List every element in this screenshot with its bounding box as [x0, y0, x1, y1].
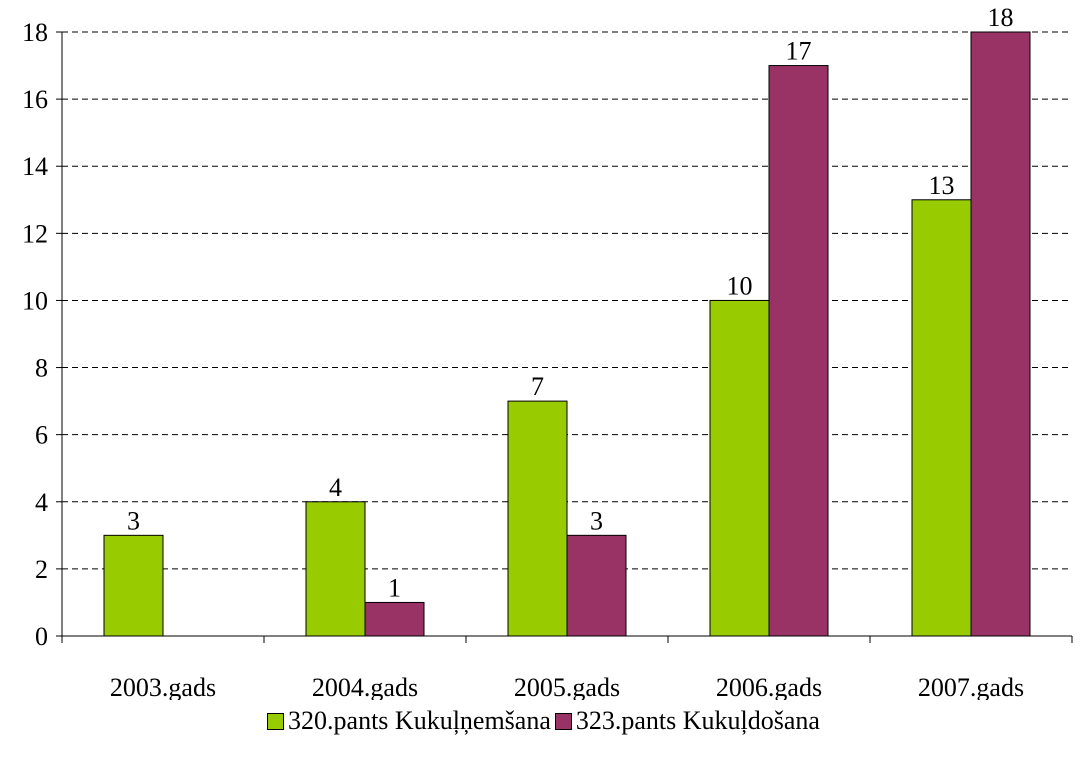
bar-series-2	[768, 65, 829, 637]
bars	[103, 31, 1031, 637]
x-tick-label: 2006.gads	[716, 673, 822, 700]
legend-item-series-2: 323.pants Kukuļdošana	[554, 706, 820, 736]
y-tick-label: 4	[35, 488, 48, 517]
bar-series-1	[709, 299, 770, 637]
x-tick-label: 2004.gads	[312, 673, 418, 700]
bar-series-2	[970, 31, 1031, 637]
legend: 320.pants Kukuļņemšana 323.pants Kukuļdo…	[0, 706, 1087, 736]
x-tick-label: 2005.gads	[514, 673, 620, 700]
data-label: 3	[590, 506, 603, 535]
x-tick-label: 2003.gads	[110, 673, 216, 700]
bar-series-1	[305, 501, 366, 637]
data-label: 18	[988, 3, 1014, 32]
bar-series-1	[507, 400, 568, 637]
data-label: 10	[727, 271, 753, 300]
y-tick-label: 6	[35, 421, 48, 450]
bar-series-2	[364, 601, 425, 637]
y-tick-label: 18	[22, 18, 48, 47]
y-tick-label: 8	[35, 354, 48, 383]
y-tick-label: 2	[35, 555, 48, 584]
data-label: 4	[329, 473, 342, 502]
data-label: 17	[786, 37, 812, 66]
legend-label-series-2: 323.pants Kukuļdošana	[575, 706, 820, 735]
legend-swatch-series-2	[554, 712, 572, 730]
data-label: 7	[531, 372, 544, 401]
legend-label-series-1: 320.pants Kukuļņemšana	[288, 706, 551, 735]
legend-swatch-series-1	[267, 712, 285, 730]
bar-series-2	[566, 534, 627, 637]
y-tick-label: 14	[22, 152, 48, 181]
y-tick-label: 16	[22, 85, 48, 114]
y-tick-label: 12	[22, 219, 48, 248]
data-label: 3	[127, 506, 140, 535]
data-label: 13	[929, 171, 955, 200]
y-tick-label: 10	[22, 286, 48, 315]
bar-series-1	[103, 534, 164, 637]
bar-series-1	[911, 199, 972, 637]
y-tick-label: 0	[35, 622, 48, 651]
x-tick-label: 2007.gads	[918, 673, 1024, 700]
legend-item-series-1: 320.pants Kukuļņemšana	[267, 706, 551, 736]
data-label: 1	[388, 573, 401, 602]
